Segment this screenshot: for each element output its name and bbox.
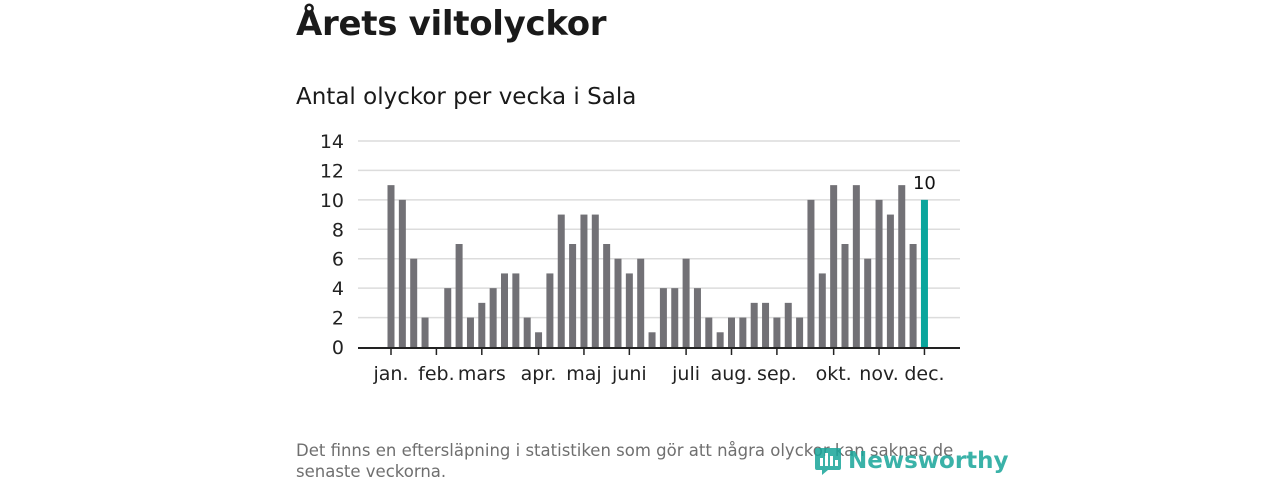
bar xyxy=(648,332,656,347)
bar xyxy=(739,317,747,347)
bar xyxy=(784,302,792,347)
bar xyxy=(864,258,872,347)
bar xyxy=(421,317,429,347)
x-tick-label: juni xyxy=(611,363,647,385)
bar xyxy=(728,317,735,347)
x-tick-label: maj xyxy=(566,363,601,385)
bar xyxy=(535,332,543,347)
bar xyxy=(841,244,849,347)
bar xyxy=(852,185,860,347)
x-tick-label: apr. xyxy=(521,363,557,385)
x-tick-label: sep. xyxy=(757,363,797,385)
chart-subtitle: Antal olyckor per vecka i Sala xyxy=(296,84,637,110)
bar xyxy=(682,258,690,347)
brand-name: Newsworthy xyxy=(848,448,1009,474)
x-tick-label: mars xyxy=(458,363,506,385)
bar xyxy=(501,273,508,347)
bar xyxy=(614,258,622,347)
bar xyxy=(410,258,418,347)
y-tick-label: 4 xyxy=(332,278,344,300)
bar xyxy=(830,185,838,347)
x-tick-label: feb. xyxy=(418,363,454,385)
x-tick-label: aug. xyxy=(711,363,753,385)
y-tick-label: 8 xyxy=(332,219,344,241)
bar xyxy=(444,288,452,347)
bar xyxy=(625,273,633,347)
bar xyxy=(693,288,701,347)
bar xyxy=(387,185,395,347)
bar xyxy=(478,302,486,347)
data-label: 10 xyxy=(913,173,936,194)
bar xyxy=(898,185,906,347)
bar xyxy=(603,244,611,347)
bar xyxy=(637,258,645,347)
brand-logo: Newsworthy xyxy=(814,446,1009,476)
bar xyxy=(773,317,781,347)
bar xyxy=(750,302,758,347)
y-tick-label: 6 xyxy=(332,249,344,271)
chart-title: Årets viltolyckor xyxy=(296,4,607,44)
bar-chart: 0 2 4 6 8 10 12 14 jan. feb. mars apr. maj juni juli au… xyxy=(320,131,960,385)
bar xyxy=(886,214,894,347)
bar xyxy=(705,317,713,347)
x-tick-label: juli xyxy=(671,363,700,385)
x-tick-label: okt. xyxy=(816,363,852,385)
bar xyxy=(762,302,770,347)
bar xyxy=(818,273,826,347)
x-tick-label: jan. xyxy=(372,363,408,385)
y-tick-label: 0 xyxy=(332,337,344,359)
y-tick-label: 12 xyxy=(320,160,344,182)
bar-highlight xyxy=(920,199,928,347)
bar xyxy=(523,317,531,347)
x-tick-label: dec. xyxy=(904,363,944,385)
bar xyxy=(875,199,883,347)
bar xyxy=(671,288,679,347)
bar xyxy=(569,244,577,347)
footnote: Det finns en eftersläpning i statistiken… xyxy=(296,441,954,481)
bar xyxy=(398,199,406,347)
bar xyxy=(455,244,463,347)
bar xyxy=(807,199,815,347)
bar xyxy=(716,332,724,347)
bar xyxy=(546,273,554,347)
bar xyxy=(909,244,917,347)
bar-chart-icon xyxy=(815,448,841,475)
bar xyxy=(659,288,667,347)
bar xyxy=(557,214,565,347)
x-tick-label: nov. xyxy=(859,363,898,385)
y-tick-label: 10 xyxy=(320,190,344,212)
bar xyxy=(591,214,599,347)
y-tick-label: 2 xyxy=(332,308,344,330)
bar xyxy=(580,214,588,347)
bar xyxy=(512,273,520,347)
bar xyxy=(489,288,497,347)
bar xyxy=(466,317,474,347)
bar xyxy=(796,317,804,347)
y-tick-label: 14 xyxy=(320,131,344,153)
